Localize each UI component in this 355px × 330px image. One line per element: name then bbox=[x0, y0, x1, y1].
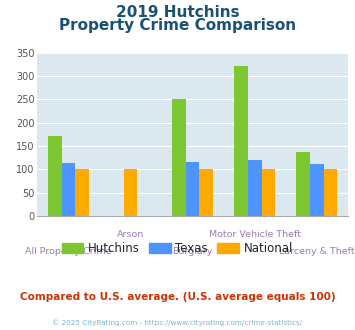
Bar bbox=[200, 170, 213, 216]
Bar bbox=[324, 170, 337, 216]
Text: Motor Vehicle Theft: Motor Vehicle Theft bbox=[209, 230, 301, 239]
Bar bbox=[186, 162, 200, 216]
Bar bbox=[61, 163, 75, 216]
Bar bbox=[248, 160, 262, 216]
Bar bbox=[234, 66, 248, 216]
Bar bbox=[296, 152, 310, 216]
Text: Arson: Arson bbox=[117, 230, 144, 239]
Text: Compared to U.S. average. (U.S. average equals 100): Compared to U.S. average. (U.S. average … bbox=[20, 292, 335, 302]
Bar bbox=[124, 170, 137, 216]
Text: 2019 Hutchins: 2019 Hutchins bbox=[116, 5, 239, 20]
Bar bbox=[172, 99, 186, 216]
Bar bbox=[310, 164, 324, 216]
Text: All Property Crime: All Property Crime bbox=[25, 247, 111, 256]
Bar bbox=[75, 170, 89, 216]
Text: © 2025 CityRating.com - https://www.cityrating.com/crime-statistics/: © 2025 CityRating.com - https://www.city… bbox=[53, 319, 302, 326]
Legend: Hutchins, Texas, National: Hutchins, Texas, National bbox=[58, 237, 297, 260]
Text: Larceny & Theft: Larceny & Theft bbox=[279, 247, 355, 256]
Text: Property Crime Comparison: Property Crime Comparison bbox=[59, 18, 296, 33]
Bar bbox=[48, 136, 61, 216]
Bar bbox=[262, 170, 275, 216]
Text: Burglary: Burglary bbox=[173, 247, 213, 256]
